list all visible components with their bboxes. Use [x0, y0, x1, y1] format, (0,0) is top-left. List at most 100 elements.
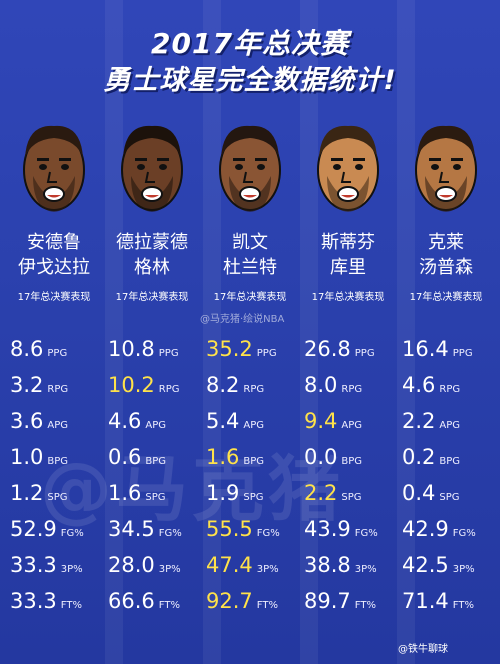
stat-value: 42.5: [402, 553, 449, 577]
player-name-line2: 汤普森: [419, 257, 473, 278]
player-column: 安德鲁 伊戈达拉 17年总决赛表现 8.6 PPG 3.2 RPG 3.6 APG 1.0 BPG 1…: [6, 110, 102, 664]
player-name: 安德鲁 伊戈达拉: [6, 230, 102, 280]
background-stripe: [300, 0, 318, 664]
stat-unit: 3P%: [452, 564, 475, 575]
stat-unit: FG%: [256, 528, 280, 539]
stat-unit: 3P%: [354, 564, 377, 575]
stat-value: 1.0: [10, 445, 44, 469]
player-name-line2: 伊戈达拉: [18, 257, 90, 278]
player-portrait-icon: [415, 125, 477, 212]
stat-value: 4.6: [108, 409, 142, 433]
stat-row: 0.0 BPG: [304, 445, 396, 469]
player-subtitle: 17年总决赛表现: [311, 292, 385, 303]
stat-unit: RPG: [243, 384, 265, 395]
player-column: 凯文 杜兰特 17年总决赛表现 35.2 PPG 8.2 RPG 5.4 APG 1.6 BPG 1.…: [202, 110, 298, 664]
stat-unit: BPG: [243, 456, 265, 467]
stat-unit: FT%: [60, 600, 82, 611]
stat-unit: SPG: [341, 492, 362, 503]
stat-row: 5.4 APG: [206, 409, 298, 433]
stat-value: 55.5: [206, 517, 253, 541]
stat-value: 16.4: [402, 337, 449, 361]
stat-row: 8.0 RPG: [304, 373, 396, 397]
stat-unit: FT%: [452, 600, 474, 611]
stat-row: 47.4 3P%: [206, 553, 298, 577]
stat-unit: RPG: [158, 384, 180, 395]
stat-unit: FT%: [158, 600, 180, 611]
stat-unit: PPG: [256, 348, 277, 359]
stat-row: 2.2 SPG: [304, 481, 396, 505]
player-portrait-icon: [219, 125, 281, 212]
stat-row: 2.2 APG: [402, 409, 494, 433]
stat-value: 33.3: [10, 589, 57, 613]
stat-value: 8.2: [206, 373, 240, 397]
stat-unit: APG: [243, 420, 265, 431]
stat-value: 0.0: [304, 445, 338, 469]
player-column: 克莱 汤普森 17年总决赛表现 16.4 PPG 4.6 RPG 2.2 APG 0.2 BPG 0.…: [398, 110, 494, 664]
stat-value: 66.6: [108, 589, 155, 613]
background-stripe: [105, 0, 123, 664]
player-name-line1: 克莱: [428, 232, 464, 253]
stat-value: 2.2: [304, 481, 338, 505]
stat-unit: 3P%: [60, 564, 83, 575]
stat-value: 1.6: [206, 445, 240, 469]
stat-row: 33.3 3P%: [10, 553, 102, 577]
poster-subtitle: 勇士球星完全数据统计!: [103, 65, 397, 96]
stat-row: 3.6 APG: [10, 409, 102, 433]
player-subtitle: 17年总决赛表现: [115, 292, 189, 303]
stat-value: 35.2: [206, 337, 253, 361]
player-name-line2: 库里: [330, 257, 366, 278]
stat-value: 8.6: [10, 337, 44, 361]
stat-value: 10.8: [108, 337, 155, 361]
stat-value: 1.6: [108, 481, 142, 505]
stat-unit: FG%: [60, 528, 84, 539]
stat-row: 92.7 FT%: [206, 589, 298, 613]
stat-row: 4.6 RPG: [402, 373, 494, 397]
stat-value: 3.6: [10, 409, 44, 433]
stat-value: 8.0: [304, 373, 338, 397]
stat-value: 0.6: [108, 445, 142, 469]
stat-row: 1.6 BPG: [206, 445, 298, 469]
stat-row: 55.5 FG%: [206, 517, 298, 541]
player-subtitle: 17年总决赛表现: [213, 292, 287, 303]
stat-unit: APG: [47, 420, 69, 431]
player-name-line1: 安德鲁: [27, 232, 81, 253]
watermark-small: @马克猪·绘说NBA: [200, 314, 285, 325]
player-name-line1: 斯蒂芬: [321, 232, 375, 253]
stat-value: 26.8: [304, 337, 351, 361]
stat-row: 42.5 3P%: [402, 553, 494, 577]
stat-unit: BPG: [47, 456, 69, 467]
stat-unit: SPG: [47, 492, 68, 503]
stat-unit: APG: [439, 420, 461, 431]
stat-row: 0.6 BPG: [108, 445, 200, 469]
stat-value: 28.0: [108, 553, 155, 577]
stat-unit: BPG: [439, 456, 461, 467]
stat-row: 28.0 3P%: [108, 553, 200, 577]
stat-value: 2.2: [402, 409, 436, 433]
stat-value: 5.4: [206, 409, 240, 433]
stat-value: 9.4: [304, 409, 338, 433]
stat-row: 38.8 3P%: [304, 553, 396, 577]
stat-row: 42.9 FG%: [402, 517, 494, 541]
stat-value: 1.9: [206, 481, 240, 505]
stat-row: 9.4 APG: [304, 409, 396, 433]
stat-unit: PPG: [452, 348, 473, 359]
stat-unit: FG%: [452, 528, 476, 539]
player-name-line1: 凯文: [232, 232, 268, 253]
stat-value: 38.8: [304, 553, 351, 577]
player-name: 克莱 汤普森: [398, 230, 494, 280]
stat-row: 3.2 RPG: [10, 373, 102, 397]
stat-row: 0.2 BPG: [402, 445, 494, 469]
stat-row: 16.4 PPG: [402, 337, 494, 361]
player-subtitle: 17年总决赛表现: [17, 292, 91, 303]
stat-row: 0.4 SPG: [402, 481, 494, 505]
stat-value: 1.2: [10, 481, 44, 505]
stat-unit: RPG: [47, 384, 69, 395]
stat-value: 89.7: [304, 589, 351, 613]
stat-value: 43.9: [304, 517, 351, 541]
player-column: 斯蒂芬 库里 17年总决赛表现 26.8 PPG 8.0 RPG 9.4 APG 0.0 BPG 2.…: [300, 110, 396, 664]
stat-unit: APG: [341, 420, 363, 431]
stat-row: 35.2 PPG: [206, 337, 298, 361]
player-name: 凯文 杜兰特: [202, 230, 298, 280]
stat-value: 47.4: [206, 553, 253, 577]
stat-row: 33.3 FT%: [10, 589, 102, 613]
